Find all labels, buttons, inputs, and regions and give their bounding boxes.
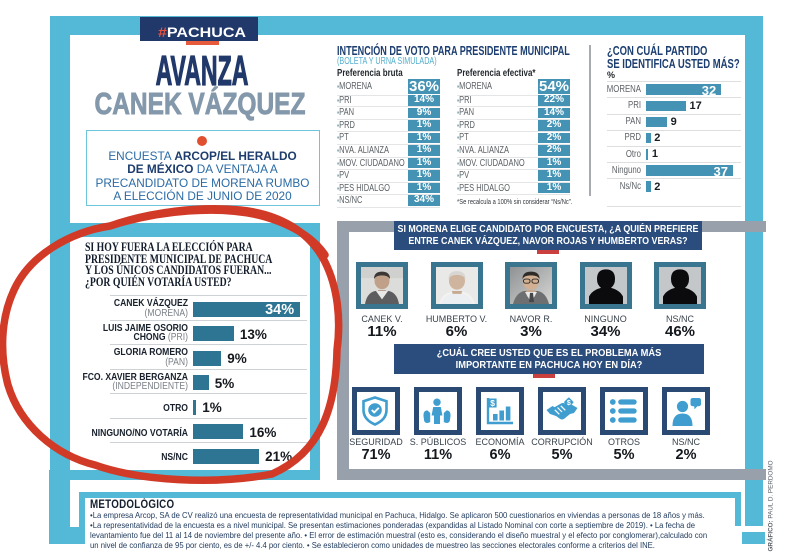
svg-text:$: $ <box>490 398 495 408</box>
svg-text:$: $ <box>567 400 571 407</box>
